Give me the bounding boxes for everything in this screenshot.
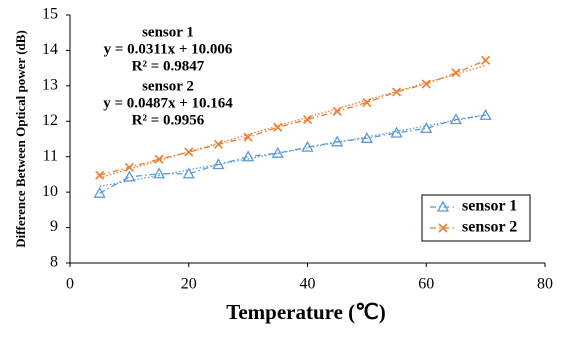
marker — [451, 68, 461, 78]
annotation-name: sensor 2 — [142, 78, 194, 94]
y-tick-label: 13 — [42, 77, 58, 94]
y-tick-label: 10 — [42, 183, 58, 200]
marker — [93, 186, 106, 198]
marker — [213, 139, 224, 149]
marker — [449, 113, 463, 125]
x-tick-label: 20 — [181, 276, 197, 293]
legend: sensor 1 sensor 2 — [421, 194, 531, 242]
y-tick-label: 15 — [42, 6, 58, 23]
legend-marker — [436, 200, 450, 212]
marker — [212, 158, 225, 170]
y-tick-label: 8 — [50, 254, 58, 271]
marker — [360, 131, 373, 143]
marker — [362, 97, 372, 108]
annotation-name: sensor 1 — [142, 24, 194, 40]
marker — [390, 126, 403, 138]
y-tick-label: 12 — [42, 112, 58, 129]
marker — [152, 167, 166, 179]
legend-label: sensor 1 — [462, 198, 517, 215]
legend-label: sensor 2 — [462, 219, 517, 236]
marker — [182, 167, 195, 179]
x-axis-title: Temperature (℃) — [226, 300, 385, 324]
y-tick-label: 9 — [50, 218, 58, 235]
marker — [420, 122, 433, 134]
annotation-r2: R² = 0.9956 — [132, 112, 205, 128]
trendline — [99, 114, 486, 188]
marker — [421, 79, 431, 89]
x-tick-label: 60 — [418, 276, 434, 293]
series-line — [99, 59, 486, 176]
marker — [184, 147, 194, 157]
y-axis-title: Difference Between Optical power (dB) — [13, 30, 28, 248]
marker — [95, 170, 105, 180]
x-tick-label: 40 — [300, 276, 316, 293]
series-line — [99, 114, 486, 194]
marker — [242, 150, 255, 162]
marker — [302, 114, 313, 125]
trendline — [99, 64, 486, 179]
legend-box — [421, 194, 531, 242]
marker — [271, 146, 284, 158]
annotation-equation: y = 0.0311x + 10.006 — [104, 41, 233, 57]
y-tick-label: 14 — [42, 41, 58, 58]
marker — [243, 132, 253, 142]
annotation-r2: R² = 0.9847 — [132, 58, 205, 74]
marker — [273, 122, 283, 132]
x-tick-label: 80 — [537, 276, 553, 293]
marker — [481, 55, 491, 65]
marker — [331, 135, 344, 147]
marker — [123, 170, 136, 182]
marker — [391, 87, 402, 97]
marker — [479, 108, 492, 120]
marker — [124, 162, 134, 172]
annotation-equation: y = 0.0487x + 10.164 — [103, 95, 233, 111]
x-tick-label: 0 — [66, 276, 74, 293]
marker — [332, 106, 342, 116]
legend-marker — [438, 223, 448, 233]
y-tick-label: 11 — [43, 147, 58, 164]
marker — [301, 140, 314, 152]
marker — [154, 154, 164, 164]
